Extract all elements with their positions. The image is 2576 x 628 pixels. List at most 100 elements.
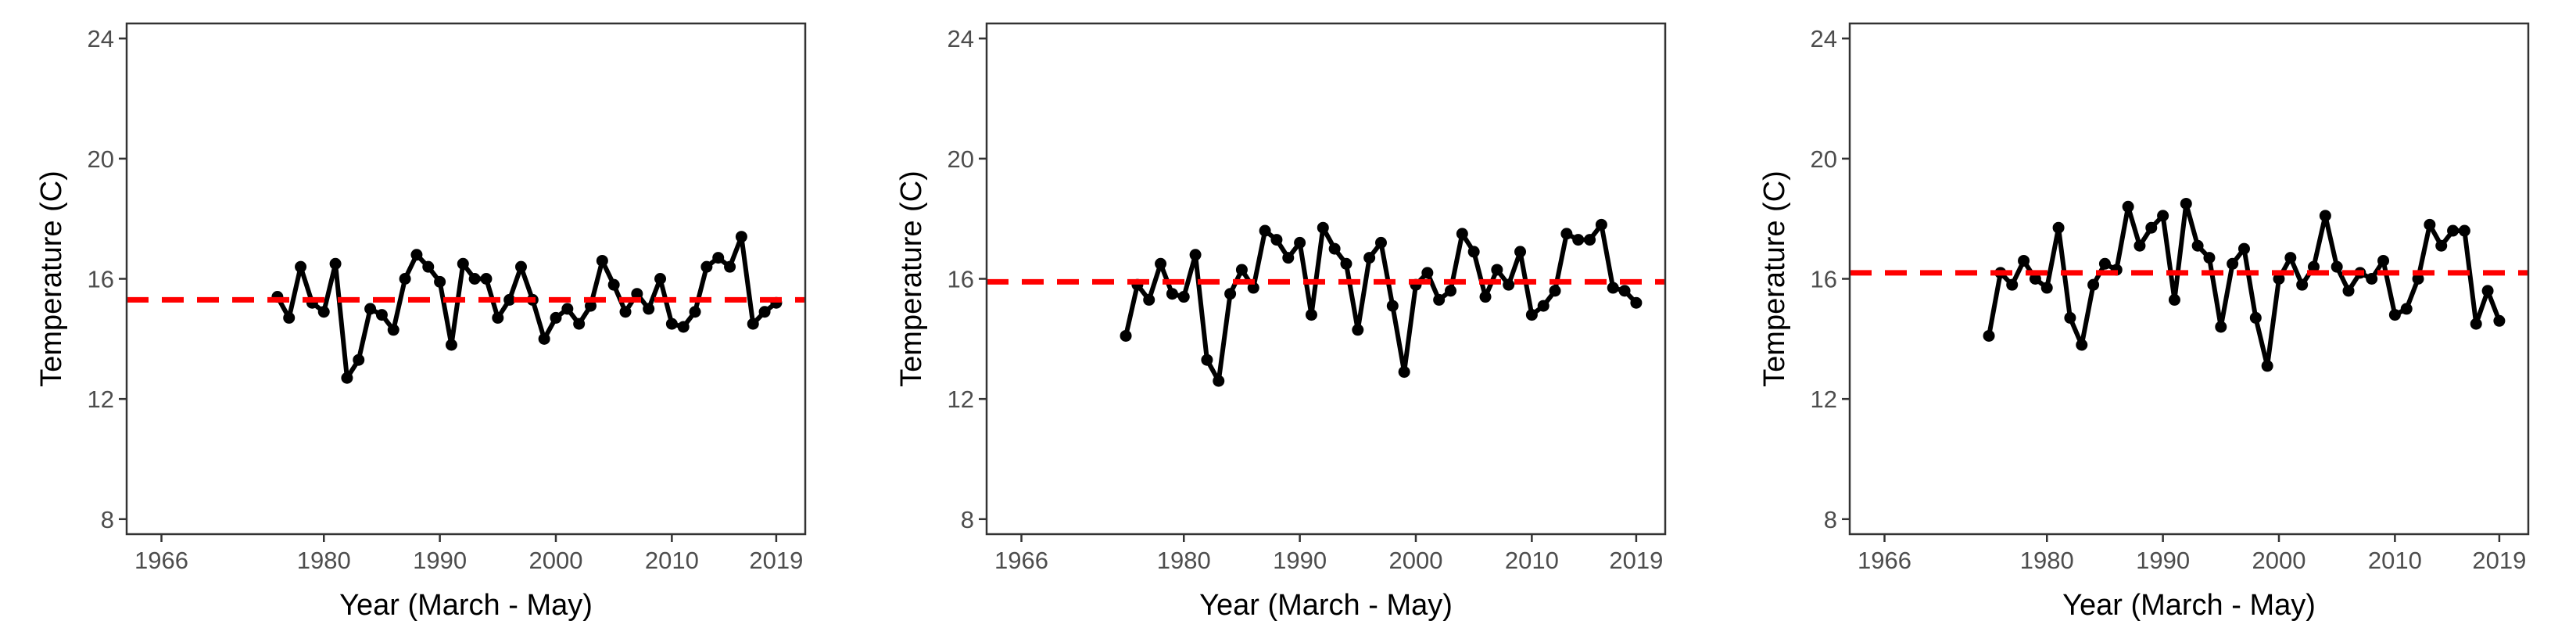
- data-point: [1491, 264, 1503, 276]
- x-tick-label: 2010: [645, 547, 699, 574]
- data-point: [619, 306, 632, 318]
- data-point: [1363, 252, 1376, 264]
- data-point: [1560, 228, 1573, 240]
- data-point: [2331, 260, 2343, 273]
- data-point: [735, 231, 747, 243]
- y-tick-label: 20: [948, 145, 974, 173]
- data-point: [2237, 242, 2250, 255]
- data-point: [1467, 246, 1480, 258]
- data-point: [1572, 234, 1585, 246]
- x-tick-label: 2019: [1609, 547, 1663, 574]
- data-point: [2481, 285, 2494, 297]
- x-tick-label: 2000: [529, 547, 583, 574]
- data-point: [724, 260, 736, 273]
- y-axis-title: Temperature (C): [895, 170, 928, 387]
- data-point: [283, 311, 296, 324]
- data-point: [1213, 375, 1225, 387]
- data-point: [1503, 278, 1515, 291]
- data-point: [2342, 285, 2355, 297]
- y-tick-label: 12: [1811, 386, 1837, 413]
- data-point: [480, 273, 493, 285]
- data-point: [2447, 224, 2460, 237]
- data-point: [1514, 246, 1527, 258]
- data-point: [1166, 288, 1178, 300]
- x-tick-label: 2019: [2472, 547, 2526, 574]
- data-point: [2122, 200, 2134, 213]
- plot-area: [1850, 197, 2528, 372]
- data-point: [2157, 210, 2169, 222]
- data-point: [387, 324, 399, 336]
- data-point: [341, 371, 353, 384]
- data-point: [665, 318, 678, 330]
- data-point: [2412, 273, 2424, 285]
- y-axis: 8 12 16 20 24: [948, 25, 987, 533]
- data-point: [457, 257, 469, 270]
- data-point: [1584, 234, 1596, 246]
- data-point: [1305, 309, 1317, 321]
- y-tick-label: 16: [948, 266, 974, 293]
- data-point: [538, 332, 550, 345]
- data-point: [631, 288, 643, 300]
- data-point: [1374, 236, 1387, 249]
- data-point: [2052, 221, 2065, 234]
- data-point: [2366, 273, 2378, 285]
- data-point: [1120, 329, 1132, 342]
- data-point: [317, 306, 330, 318]
- y-tick-label: 8: [1824, 506, 1837, 533]
- y-tick-label: 12: [948, 386, 974, 413]
- x-axis-title: Year (March - May): [2062, 589, 2316, 622]
- data-point: [1456, 228, 1468, 240]
- data-point: [1386, 300, 1399, 312]
- data-point: [1259, 224, 1271, 237]
- data-point: [1177, 291, 1190, 303]
- x-axis: 1966 1980 1990 2000 2010 2019: [134, 534, 803, 574]
- plot-area: [987, 218, 1665, 387]
- y-tick-label: 20: [88, 145, 114, 173]
- x-tick-label: 2000: [1389, 547, 1443, 574]
- data-point: [654, 273, 667, 285]
- y-tick-label: 12: [88, 386, 114, 413]
- data-point: [399, 273, 411, 285]
- data-point: [375, 309, 388, 321]
- data-point: [700, 260, 713, 273]
- data-point: [607, 278, 620, 291]
- data-point: [712, 252, 725, 264]
- data-point: [2076, 339, 2088, 351]
- y-axis: 8 12 16 20 24: [88, 25, 127, 533]
- data-point: [434, 275, 446, 288]
- data-point: [353, 353, 365, 366]
- data-point: [2227, 257, 2239, 270]
- y-axis-title: Temperature (C): [35, 170, 68, 387]
- data-point: [2098, 257, 2111, 270]
- x-tick-label: 1966: [994, 547, 1048, 574]
- data-point: [2319, 210, 2331, 222]
- data-point: [1433, 293, 1446, 306]
- x-tick-label: 1990: [2136, 547, 2190, 574]
- data-point: [1317, 221, 1329, 234]
- data-point: [445, 339, 457, 351]
- data-point: [1201, 353, 1213, 366]
- chart-panel-1: 8 12 16 20 24 1966 1980 1990 2000 2010 2019 Year …: [35, 22, 807, 622]
- data-point: [2029, 273, 2041, 285]
- x-axis-title: Year (March - May): [339, 589, 593, 622]
- data-point: [410, 249, 423, 261]
- data-point: [2296, 278, 2309, 291]
- data-point: [1340, 257, 1352, 270]
- y-tick-label: 16: [88, 266, 114, 293]
- data-point: [2168, 293, 2180, 306]
- data-point: [329, 257, 342, 270]
- data-point: [1294, 236, 1306, 249]
- x-tick-label: 2010: [2368, 547, 2422, 574]
- data-point: [1143, 293, 1155, 306]
- y-tick-label: 24: [88, 25, 114, 52]
- data-point: [1270, 234, 1283, 246]
- x-axis: 1966 1980 1990 2000 2010 2019: [994, 534, 1663, 574]
- data-point: [1445, 285, 1457, 297]
- data-point: [747, 318, 759, 330]
- data-point: [2018, 254, 2030, 267]
- data-point: [1630, 296, 1643, 309]
- data-point: [2388, 309, 2401, 321]
- data-point: [1983, 329, 1995, 342]
- data-point: [1247, 282, 1259, 294]
- data-point: [677, 321, 690, 333]
